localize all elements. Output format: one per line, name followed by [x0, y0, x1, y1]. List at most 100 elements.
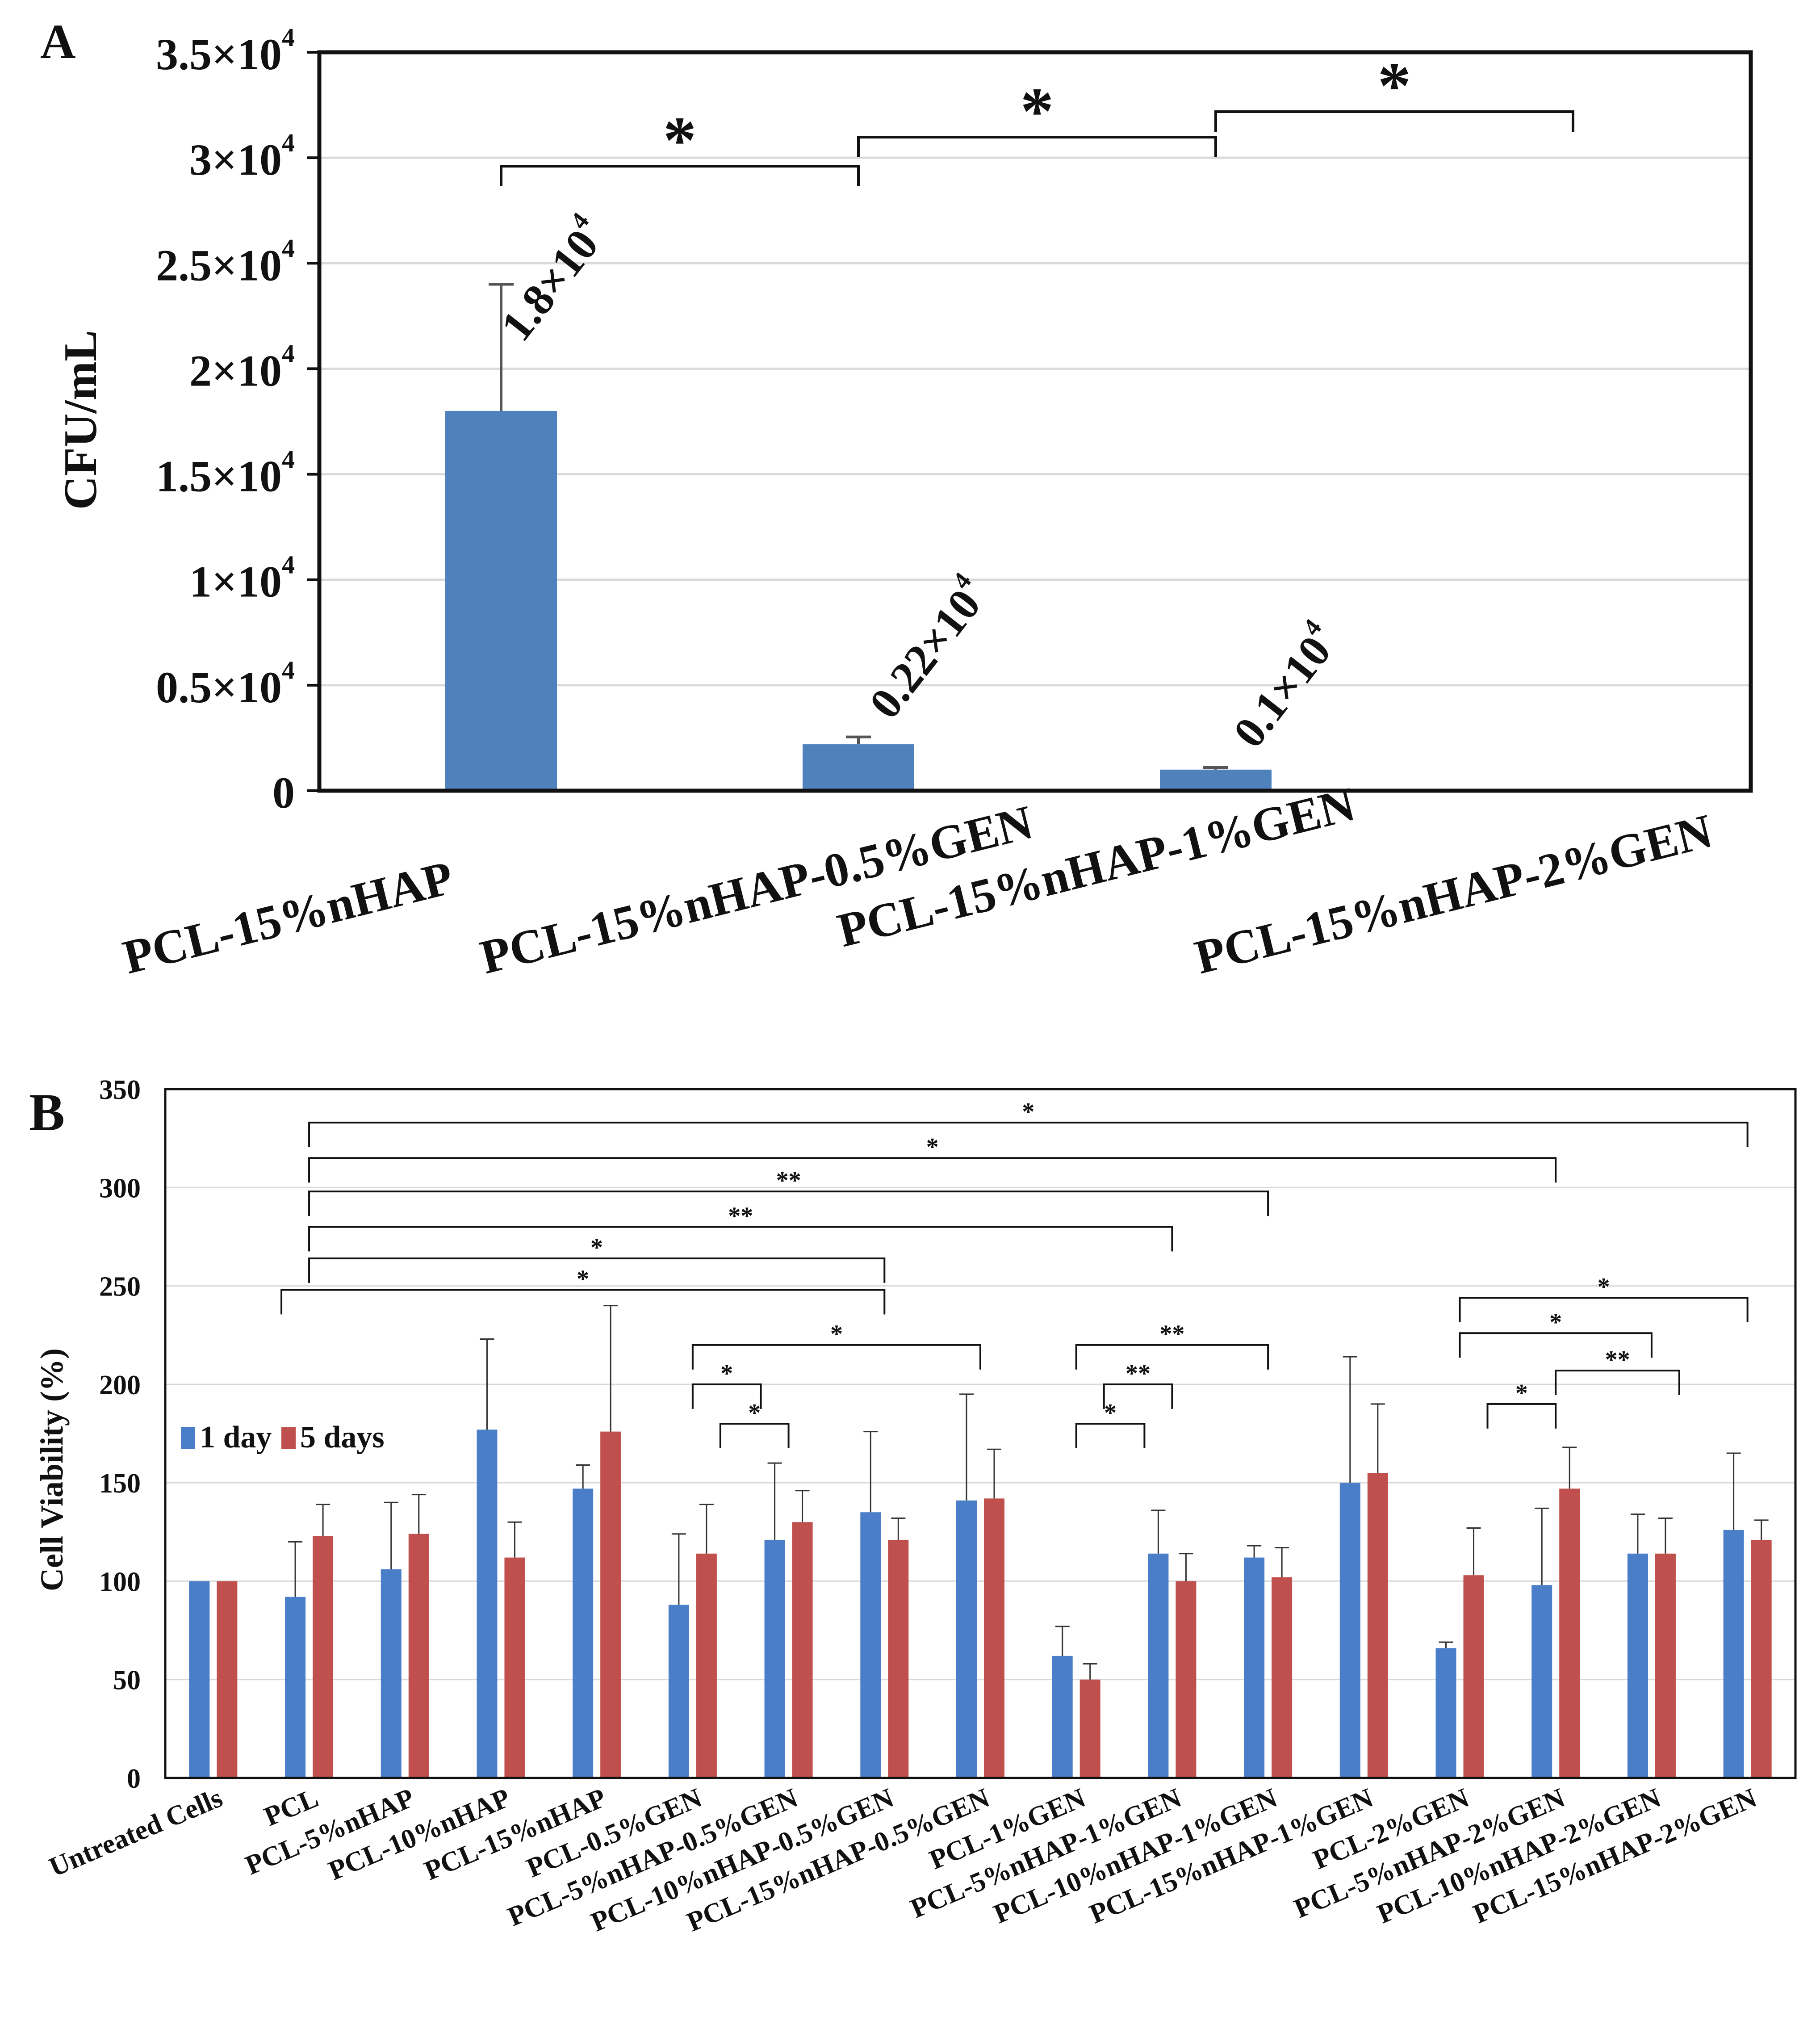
panel-b-bracket-line	[1555, 1370, 1680, 1396]
panel-a-y-tick-label: 0	[272, 768, 295, 818]
panel-a-significance: * * *	[500, 49, 1574, 186]
panel-b-significance-bracket: **	[1103, 1360, 1173, 1409]
panel-b-x-labels: Untreated Cells PCLPCL-5%nHAPPCL-10%nHAPP…	[45, 1782, 1761, 1937]
panel-b-bracket-line	[691, 1383, 762, 1409]
panel-a-y-ticks: 0 0.5×104 1×104 1.5×104 2×104 2.5×104 3×104 3.5…	[156, 23, 319, 818]
panel-b-legend-label: 5 days	[300, 1420, 385, 1455]
panel-b-bracket-line	[1486, 1403, 1557, 1429]
panel-b-bar	[600, 1431, 621, 1778]
panel-b-bar	[1339, 1483, 1360, 1778]
panel-b-bar	[381, 1569, 402, 1778]
panel-b-bar	[1435, 1648, 1456, 1778]
panel-b-significance-label: *	[577, 1265, 589, 1293]
panel-b-significance-label: *	[926, 1133, 939, 1161]
panel-b-bar	[504, 1557, 525, 1778]
panel-b-bar	[1531, 1585, 1552, 1778]
panel-b-y-tick-label: 100	[99, 1567, 141, 1597]
panel-b-significance-label: **	[1605, 1346, 1630, 1374]
panel-b-bar	[1052, 1656, 1073, 1778]
panel-a-plot-frame	[317, 50, 1753, 793]
panel-b-y-tick-label: 0	[127, 1764, 141, 1794]
panel-b-bar	[1655, 1553, 1676, 1778]
panel-b-bar	[1751, 1539, 1772, 1778]
panel-b-chart: B Cell Viability (%) 0 50 100 150 200 250 300 3…	[29, 1075, 1797, 1938]
panel-b-legend-label: 1 day	[200, 1420, 272, 1455]
panel-b-bars	[189, 1305, 1772, 1778]
panel-b-significance-label: *	[720, 1360, 733, 1388]
panel-b-plot-frame	[164, 1088, 1797, 1779]
panel-b-significance-label: **	[776, 1167, 801, 1195]
panel-a-significance-bracket: *	[857, 74, 1217, 157]
panel-b-significance-bracket: **	[1555, 1346, 1680, 1396]
panel-b-legend: 1 day 5 days	[181, 1420, 385, 1455]
panel-a-bar	[803, 744, 914, 791]
panel-b-bracket-line	[308, 1226, 1173, 1252]
panel-b-significance-bracket: *	[308, 1098, 1749, 1147]
panel-b-significance-bracket: *	[308, 1234, 886, 1283]
panel-b-bar	[477, 1430, 498, 1778]
panel-a-label: A	[40, 14, 75, 69]
panel-b-bar	[764, 1539, 785, 1778]
panel-b-significance-bracket: **	[308, 1202, 1173, 1252]
panel-b-bar	[573, 1488, 594, 1778]
panel-a-y-tick-label: 2×104	[189, 339, 295, 395]
panel-a-significance-bracket: *	[500, 103, 860, 186]
panel-b-bar	[1272, 1577, 1293, 1778]
panel-b-bar	[1627, 1553, 1648, 1778]
panel-b-bracket-line	[280, 1289, 886, 1315]
panel-a-y-axis-title: CFU/mL	[54, 330, 106, 510]
panel-a-bar	[1160, 769, 1272, 791]
panel-b-y-tick-label: 200	[99, 1370, 141, 1400]
panel-a-bar	[445, 411, 557, 791]
panel-b-legend-item: 5 days	[281, 1420, 385, 1455]
panel-a-significance-label: *	[663, 103, 697, 177]
panel-b-significance-label: *	[830, 1321, 843, 1348]
panel-b-significance-label: *	[1549, 1308, 1562, 1336]
panel-a-y-tick-label: 3×104	[189, 128, 295, 184]
panel-b-bar	[696, 1553, 717, 1778]
panel-b-significance-bracket: **	[308, 1167, 1269, 1216]
panel-b-bracket-line	[308, 1257, 886, 1283]
panel-b-significance-bracket: *	[1459, 1273, 1749, 1323]
panel-b-bar	[792, 1522, 813, 1778]
panel-b-significance-bracket: **	[1075, 1321, 1269, 1370]
panel-b-significance-bracket: *	[308, 1133, 1557, 1183]
panel-b-significance-label: *	[748, 1399, 761, 1427]
panel-b-bar	[1244, 1557, 1265, 1778]
panel-b-bar	[313, 1536, 334, 1778]
panel-b-bracket-line	[308, 1121, 1749, 1147]
panel-b-bar	[1463, 1575, 1484, 1778]
panel-b-significance-bracket: *	[1459, 1308, 1653, 1358]
panel-b-bar	[285, 1597, 306, 1778]
panel-a-significance-bracket: *	[1214, 49, 1574, 132]
panel-b-bracket-line	[308, 1157, 1557, 1183]
panel-b-legend-item: 1 day	[181, 1420, 272, 1455]
panel-b-significance-bracket: *	[691, 1321, 981, 1370]
panel-a-bracket-line	[1214, 110, 1574, 132]
panel-b-legend-swatch	[281, 1427, 296, 1449]
panel-b-bracket-line	[308, 1191, 1269, 1216]
panel-b-bracket-line	[719, 1422, 790, 1448]
panel-b-significance-label: *	[590, 1234, 603, 1262]
panel-b-bracket-line	[1075, 1344, 1269, 1370]
panel-b-bar	[1559, 1488, 1580, 1778]
panel-b-bar	[1723, 1530, 1744, 1778]
panel-a-y-tick-label: 2.5×104	[156, 234, 295, 290]
panel-a-data-label: 0.22×104	[856, 567, 998, 727]
panel-b-grid	[165, 1186, 1795, 1681]
panel-a-x-labels: PCL-15%nHAP PCL-15%nHAP-0.5%GENPCL-15%nHA…	[118, 777, 1717, 984]
panel-b-bar	[956, 1500, 977, 1778]
panel-b-y-tick-label: 350	[99, 1075, 141, 1105]
panel-b-y-tick-label: 300	[99, 1173, 141, 1203]
panel-b-bar	[189, 1581, 210, 1778]
panel-b-x-tick-label: Untreated Cells	[45, 1782, 227, 1882]
panel-b-significance-label: *	[1022, 1098, 1034, 1126]
panel-b-significance-bracket: *	[1075, 1399, 1146, 1448]
panel-b-bar	[1148, 1553, 1169, 1778]
panel-a-bracket-line	[500, 165, 860, 186]
panel-b-legend-swatch	[181, 1427, 195, 1449]
panel-b-bracket-line	[691, 1344, 981, 1370]
